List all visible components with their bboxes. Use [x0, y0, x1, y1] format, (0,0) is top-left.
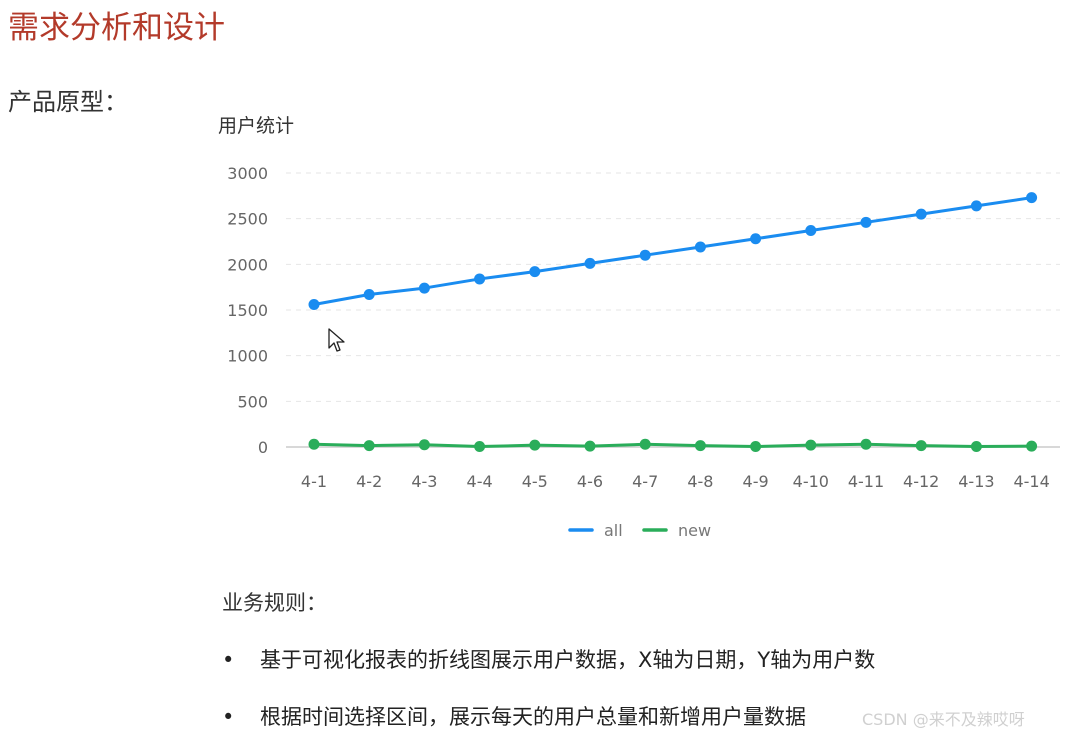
prototype-label: 产品原型：: [8, 88, 128, 116]
x-tick-label: 4-9: [743, 472, 769, 491]
y-tick-label: 2500: [227, 210, 268, 229]
data-point-new: [474, 441, 486, 453]
data-point-all: [639, 249, 651, 261]
rule-text: 基于可视化报表的折线图展示用户数据，X轴为日期，Y轴为用户数: [260, 648, 876, 672]
page-title: 需求分析和设计: [8, 10, 225, 46]
data-point-all: [694, 241, 706, 253]
x-tick-label: 4-3: [411, 472, 437, 491]
x-tick-label: 4-11: [848, 472, 884, 491]
series-line-all: [313, 196, 1032, 306]
y-tick-label: 3000: [227, 164, 268, 183]
chart-title: 用户统计: [218, 115, 295, 137]
data-point-all: [860, 216, 872, 228]
y-tick-label: 1000: [227, 347, 268, 366]
data-point-new: [915, 440, 927, 452]
x-tick-label: 4-14: [1013, 472, 1049, 491]
x-tick-label: 4-4: [467, 472, 493, 491]
data-point-all: [529, 266, 541, 278]
data-point-new: [529, 439, 541, 451]
data-point-all: [750, 233, 762, 245]
y-tick-label: 500: [237, 392, 268, 411]
data-point-all: [418, 282, 430, 294]
rule-item: • 根据时间选择区间，展示每天的用户总量和新增用户量数据: [222, 701, 806, 731]
data-point-new: [584, 440, 596, 452]
x-tick-label: 4-8: [687, 472, 713, 491]
data-point-all: [970, 200, 982, 212]
data-point-new: [308, 438, 320, 450]
data-point-all: [1026, 192, 1038, 204]
data-point-all: [805, 225, 817, 237]
data-point-new: [805, 439, 817, 451]
x-tick-label: 4-10: [793, 472, 829, 491]
y-tick-label: 1500: [227, 301, 268, 320]
user-stats-chart: 0 500 1000 1500 2000 2500 3000 4-1 4-2 4-3 4-4 4-5 4…: [227, 164, 1060, 540]
data-point-new: [750, 441, 762, 453]
data-point-new: [363, 440, 375, 452]
legend-label-new: new: [678, 521, 711, 540]
legend-label-all: all: [604, 521, 623, 540]
x-tick-label: 4-7: [632, 472, 658, 491]
data-point-all: [584, 257, 596, 269]
bullet-icon: •: [222, 705, 235, 729]
data-point-new: [639, 438, 651, 450]
data-point-all: [308, 299, 320, 311]
rule-text: 根据时间选择区间，展示每天的用户总量和新增用户量数据: [260, 705, 806, 729]
data-point-new: [860, 438, 872, 450]
y-tick-label: 0: [258, 438, 268, 457]
data-point-new: [1026, 440, 1038, 452]
x-tick-label: 4-6: [577, 472, 603, 491]
rule-item: • 基于可视化报表的折线图展示用户数据，X轴为日期，Y轴为用户数: [222, 644, 875, 674]
x-tick-label: 4-1: [301, 472, 327, 491]
mouse-cursor-icon: [328, 328, 345, 352]
x-tick-label: 4-5: [522, 472, 548, 491]
x-tick-label: 4-2: [356, 472, 382, 491]
x-tick-label: 4-13: [958, 472, 994, 491]
data-point-new: [694, 440, 706, 452]
data-point-new: [970, 441, 982, 453]
watermark: CSDN @来不及辣哎呀: [862, 710, 1025, 729]
data-point-all: [915, 208, 927, 220]
y-tick-label: 2000: [227, 255, 268, 274]
data-point-new: [418, 439, 430, 451]
data-point-all: [474, 273, 486, 285]
series-line-new: [313, 442, 1032, 449]
bullet-icon: •: [222, 648, 235, 672]
data-point-all: [363, 288, 375, 300]
rules-heading: 业务规则：: [222, 591, 327, 615]
x-tick-label: 4-12: [903, 472, 939, 491]
